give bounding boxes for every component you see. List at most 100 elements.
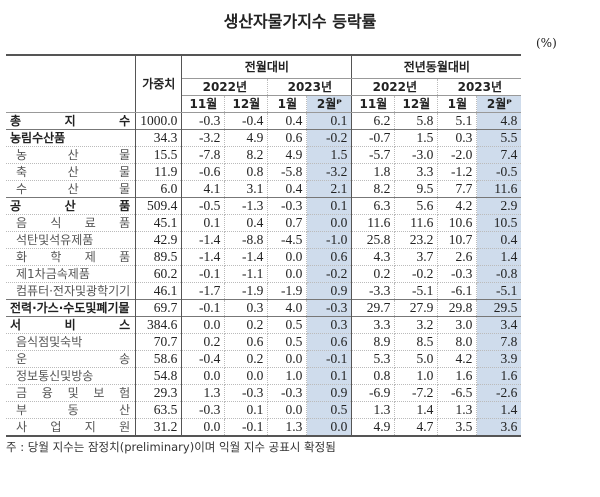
value-cell: 7.4 [476, 146, 522, 164]
weight-cell: 42.9 [135, 231, 183, 249]
value-cell: -3.3 [351, 282, 396, 300]
table-row: 축 산 물 11.9 -0.6 0.8 -5.8 -3.2 1.8 3.3 -1.2 -0.5 [6, 163, 522, 181]
row-label: 농 산 물 [6, 146, 137, 164]
value-cell: 0.6 [306, 333, 353, 351]
row-label: 농림수산품 [6, 129, 137, 147]
value-cell: -0.2 [394, 265, 439, 283]
value-cell: 1.4 [394, 401, 439, 419]
table-row: 제1차금속제품 60.2 -0.1 -1.1 0.0 -0.2 0.2 -0.2 -0.3 -0.… [6, 265, 522, 283]
value-cell: -5.8 [267, 163, 308, 181]
table-row: 전력·가스·수도및폐기물 69.7 -0.1 0.3 4.0 -0.3 29.7 27.9 29… [6, 299, 522, 317]
value-cell: 4.2 [437, 350, 478, 368]
value-cell: 0.1 [224, 401, 269, 419]
value-cell: -0.3 [267, 384, 308, 402]
value-cell: 1.3 [351, 401, 396, 419]
value-cell: -1.4 [224, 248, 269, 266]
value-cell: 5.0 [394, 350, 439, 368]
row-label: 컴퓨터·전자및광학기기 [6, 282, 137, 300]
value-cell: -7.8 [181, 146, 226, 164]
value-cell: -2.6 [476, 384, 522, 402]
value-cell: 3.1 [224, 180, 269, 198]
table-row: 공 산 품 509.4 -0.5 -1.3 -0.3 0.1 6.3 5.6 4.2 2.9 [6, 197, 522, 215]
table-row: 농 산 물 15.5 -7.8 8.2 4.9 1.5 -5.7 -3.0 -2.0 7.4 [6, 146, 522, 164]
value-cell: 4.3 [351, 248, 396, 266]
table-row: 음식점및숙박 70.7 0.2 0.6 0.5 0.6 8.9 8.5 8.0 7.8 [6, 333, 522, 351]
value-cell: 0.9 [306, 282, 353, 300]
value-cell: -0.3 [306, 299, 353, 317]
table-row: 석탄및석유제품 42.9 -1.4 -8.8 -4.5 -1.0 25.8 23.2 10.7 0… [6, 231, 522, 249]
value-cell: 0.0 [267, 350, 308, 368]
value-cell: 7.8 [476, 333, 522, 351]
footnote: 주 : 당월 지수는 잠정치(preliminary)이며 익월 지수 공표시 … [6, 440, 336, 454]
weight-cell: 34.3 [135, 129, 183, 147]
table-row: 농림수산품 34.3 -3.2 4.9 0.6 -0.2 -0.7 1.5 0.3 5.5 [6, 129, 522, 147]
month-header: 12월 [224, 95, 269, 113]
value-cell: 10.6 [437, 214, 478, 232]
value-cell: 0.8 [351, 367, 396, 385]
value-cell: 25.8 [351, 231, 396, 249]
table-wrapper: 가중치 전월대비 전년동월대비 2022년 2023년 2022년 2023년 … [6, 54, 596, 454]
row-label: 정보통신및방송 [6, 367, 137, 385]
value-cell: 29.8 [437, 299, 478, 317]
value-cell: 0.4 [224, 214, 269, 232]
value-cell: 4.8 [476, 112, 522, 130]
value-cell: -0.2 [306, 129, 353, 147]
yoy-2022-header: 2022년 [351, 78, 439, 96]
value-cell: 11.6 [394, 214, 439, 232]
value-cell: -1.2 [437, 163, 478, 181]
mom-header: 전월대비 [181, 54, 353, 79]
value-cell: 1.3 [181, 384, 226, 402]
value-cell: 3.0 [437, 316, 478, 334]
value-cell: 0.8 [224, 163, 269, 181]
row-label: 사 업 지 원 [6, 418, 137, 437]
value-cell: 1.4 [476, 401, 522, 419]
weight-cell: 45.1 [135, 214, 183, 232]
value-cell: 3.6 [476, 418, 522, 437]
row-label: 금 융 및 보 험 [6, 384, 137, 402]
value-cell: 5.8 [394, 112, 439, 130]
value-cell: -0.7 [351, 129, 396, 147]
value-cell: -6.1 [437, 282, 478, 300]
yoy-header: 전년동월대비 [351, 54, 522, 79]
value-cell: 0.6 [306, 248, 353, 266]
mom-2022-header: 2022년 [181, 78, 269, 96]
value-cell: 0.2 [224, 316, 269, 334]
weight-cell: 6.0 [135, 180, 183, 198]
month-header: 1월 [267, 95, 308, 113]
value-cell: -0.3 [437, 265, 478, 283]
value-cell: 1.5 [306, 146, 353, 164]
value-cell: 0.0 [267, 401, 308, 419]
value-cell: 1.5 [394, 129, 439, 147]
weight-cell: 1000.0 [135, 112, 183, 130]
row-label: 석탄및석유제품 [6, 231, 137, 249]
value-cell: -0.3 [181, 112, 226, 130]
value-cell: -0.3 [224, 384, 269, 402]
value-cell: 0.5 [267, 333, 308, 351]
value-cell: 0.2 [224, 350, 269, 368]
value-cell: 10.5 [476, 214, 522, 232]
value-cell: -0.4 [181, 350, 226, 368]
unit-label: (%) [536, 36, 557, 50]
value-cell: 0.0 [267, 265, 308, 283]
value-cell: 5.5 [476, 129, 522, 147]
value-cell: 9.5 [394, 180, 439, 198]
value-cell: 0.6 [267, 129, 308, 147]
month-header: 12월 [394, 95, 439, 113]
value-cell: 2.6 [437, 248, 478, 266]
value-cell: 0.4 [267, 112, 308, 130]
weight-cell: 60.2 [135, 265, 183, 283]
value-cell: 4.9 [224, 129, 269, 147]
category-header [6, 54, 137, 113]
row-label: 총 지 수 [6, 112, 137, 130]
weight-cell: 70.7 [135, 333, 183, 351]
value-cell: 0.0 [224, 367, 269, 385]
value-cell: -0.2 [306, 265, 353, 283]
value-cell: 0.2 [351, 265, 396, 283]
row-label: 공 산 품 [6, 197, 137, 215]
value-cell: 1.3 [267, 418, 308, 437]
value-cell: 5.3 [351, 350, 396, 368]
value-cell: -4.5 [267, 231, 308, 249]
value-cell: 4.2 [437, 197, 478, 215]
row-label: 운 송 [6, 350, 137, 368]
value-cell: -0.3 [181, 401, 226, 419]
